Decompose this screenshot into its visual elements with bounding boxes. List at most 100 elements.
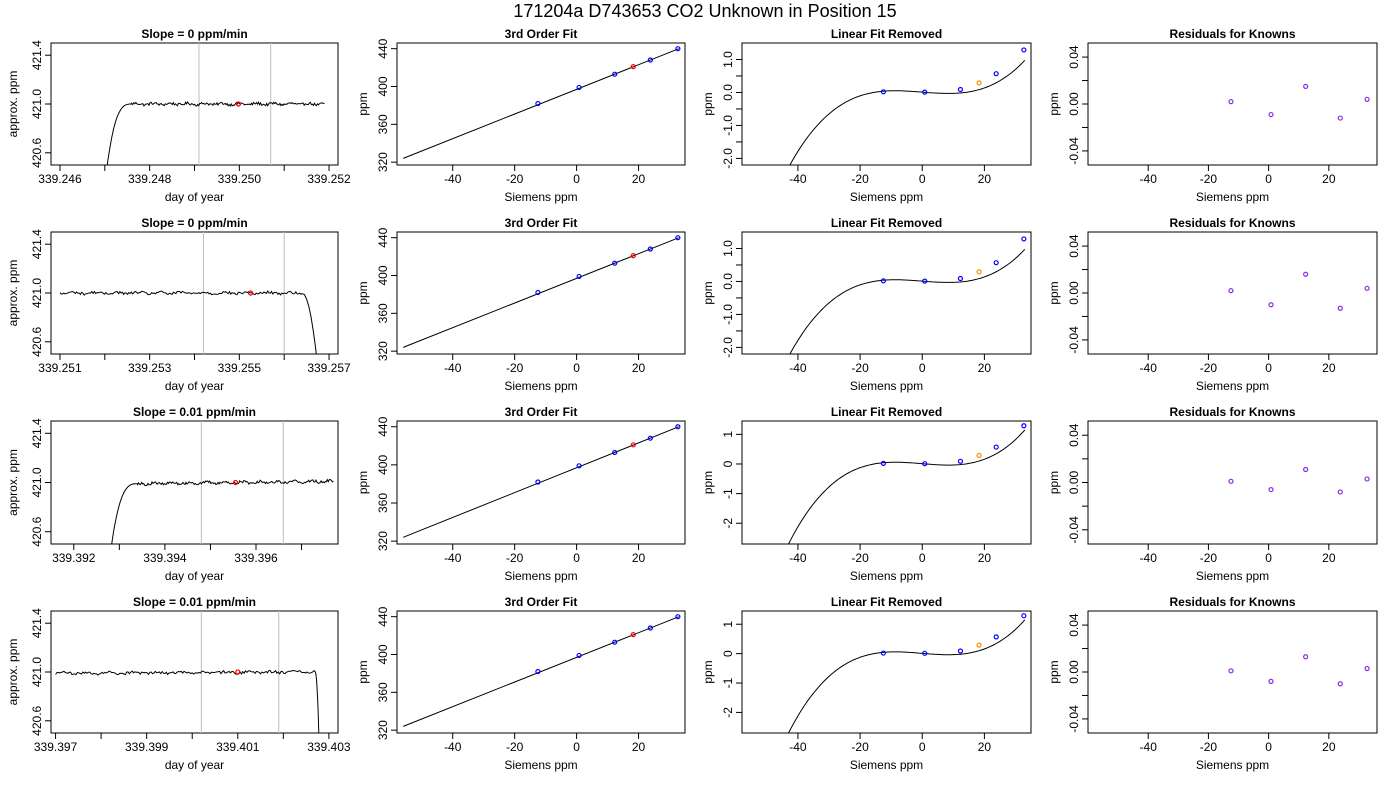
chart-r2-linear-removed: Linear Fit Removed Siemens ppm ppm -40 -20 0 2… (701, 216, 1032, 393)
chart-r4-linear-removed-plot-area (787, 613, 1027, 733)
chart-r3-fit-ytick-label: 400 (376, 455, 390, 475)
chart-r2-time-series-ytick-label: 421.4 (30, 229, 44, 259)
chart-r1-linear-removed-ytick-label: -2.0 (721, 148, 735, 169)
chart-r3-residuals-xtick-label: 20 (1322, 551, 1336, 565)
chart-r4-fit-fit-curve (403, 616, 679, 727)
chart-r4-residuals-xlabel: Siemens ppm (1196, 758, 1269, 772)
chart-r2-fit-ylabel: ppm (356, 281, 370, 304)
chart-r1-fit-xtick-label: -40 (444, 172, 462, 186)
chart-r3-linear-removed-ylabel: ppm (701, 471, 715, 494)
chart-r2-residuals-title: Residuals for Knowns (1169, 216, 1295, 230)
chart-r1-fit-xtick-label: 20 (632, 172, 646, 186)
chart-r4-time-series-xtick-label: 339.403 (307, 740, 351, 754)
chart-r2-residuals-point (1303, 271, 1309, 277)
chart-r2-linear-removed-frame (741, 231, 1032, 355)
chart-r3-linear-removed-point (922, 461, 928, 467)
chart-r2-time-series-xtick-label: 339.253 (128, 361, 172, 375)
chart-r2-linear-removed-point (957, 275, 964, 282)
chart-r3-residuals-xtick-label: -20 (1200, 551, 1218, 565)
chart-r2-time-series-ytick-label: 421.0 (30, 278, 44, 308)
chart-r4-time-series-frame (50, 610, 339, 734)
chart-r3-fit-ylabel: ppm (356, 471, 370, 494)
chart-r2-residuals-xtick-label: 0 (1265, 361, 1272, 375)
chart-r1-residuals-point (1337, 115, 1343, 121)
chart-r4-time-series-plot-area (55, 611, 320, 733)
chart-r1-residuals-ytick-label: 0.04 (1067, 45, 1081, 69)
chart-r1-linear-removed-point (993, 71, 999, 77)
chart-r2-residuals-xtick-label: -40 (1140, 361, 1158, 375)
chart-r1-residuals-ytick-label: 0.00 (1067, 92, 1081, 116)
chart-r2-residuals-point (1228, 288, 1234, 294)
chart-r3-time-series-ylabel: approx. ppm (6, 449, 20, 516)
chart-r2-residuals-ytick-label: 0.00 (1067, 281, 1081, 305)
chart-r4-fit-xlabel: Siemens ppm (504, 758, 577, 772)
chart-r3-fit-xlabel: Siemens ppm (504, 569, 577, 583)
chart-r2-fit-xtick-label: -20 (506, 361, 524, 375)
chart-r3-residuals-ylabel: ppm (1047, 471, 1061, 494)
chart-r4-time-series-xtick-label: 339.399 (125, 740, 169, 754)
chart-r3-fit-point (630, 442, 636, 448)
chart-r4-linear-removed-frame (741, 610, 1032, 734)
chart-r2-linear-removed-plot-area (789, 236, 1027, 354)
chart-r3-linear-removed-title: Linear Fit Removed (831, 405, 942, 419)
chart-r4-residuals-xtick-label: -40 (1140, 740, 1158, 754)
chart-r2-residuals-plot-area (1228, 271, 1370, 311)
chart-r1-time-series-plot-area (106, 43, 325, 165)
chart-r1-time-series-xtick-label: 339.246 (38, 172, 82, 186)
chart-r4-fit-xtick-label: -40 (444, 740, 462, 754)
chart-r1-residuals-xtick-label: -40 (1140, 172, 1158, 186)
chart-r3-linear-removed-xtick-label: -20 (851, 551, 869, 565)
chart-r2-linear-removed-title: Linear Fit Removed (831, 216, 942, 230)
chart-r2-fit-point (576, 273, 582, 280)
chart-r1-linear-removed-point (957, 86, 964, 93)
chart-r3-fit-ytick-label: 360 (376, 493, 390, 513)
chart-r3-linear-removed-ytick-label: 0 (721, 460, 735, 467)
chart-r3-time-series-xtick-label: 339.394 (143, 551, 187, 565)
chart-r4-time-series-ytick-label: 421.0 (30, 657, 44, 687)
chart-r3-residuals-point (1303, 466, 1309, 473)
chart-r3-linear-removed-xtick-label: 20 (978, 551, 992, 565)
chart-r1-residuals-plot-area (1228, 83, 1370, 121)
chart-r2-fit-ytick-label: 440 (376, 227, 390, 247)
chart-r1-linear-removed-plot-area (789, 47, 1027, 165)
chart-r4-time-series-trace (55, 669, 320, 733)
chart-r4-time-series: Slope = 0.01 ppm/min day of year approx. p… (6, 595, 351, 772)
page-title: 171204a D743653 CO2 Unknown in Position … (513, 1, 897, 21)
chart-r3-residuals-point (1268, 486, 1274, 493)
chart-r4-fit-ytick-label: 320 (376, 720, 390, 740)
chart-r1-linear-removed-fit-curve (789, 59, 1026, 165)
chart-r1-linear-removed: Linear Fit Removed Siemens ppm ppm -40 -20 0 2… (701, 27, 1032, 204)
chart-r2-linear-removed-point (976, 269, 982, 275)
chart-r1-fit-ytick-label: 400 (376, 76, 390, 96)
chart-r4-linear-removed-point (922, 650, 928, 656)
chart-r4-residuals-point (1228, 668, 1234, 674)
chart-r3-time-series-ytick-label: 421.4 (30, 418, 44, 448)
chart-r3-time-series-ytick-label: 420.6 (30, 516, 44, 546)
chart-r4-linear-removed-xtick-label: -40 (789, 740, 807, 754)
chart-r3-fit-fit-curve (403, 426, 679, 538)
chart-r1-linear-removed-xlabel: Siemens ppm (850, 190, 923, 204)
chart-r3-residuals-ytick-label: -0.04 (1067, 516, 1081, 544)
chart-r2-residuals-xtick-label: 20 (1322, 361, 1336, 375)
chart-r4-residuals-ytick-label: -0.04 (1067, 705, 1081, 733)
chart-r4-fit-ytick-label: 400 (376, 644, 390, 664)
chart-r2-fit-point (630, 253, 636, 259)
chart-r1-residuals-title: Residuals for Knowns (1169, 27, 1295, 41)
chart-r2-fit-xtick-label: -40 (444, 361, 462, 375)
chart-r4-linear-removed-fit-curve (787, 619, 1026, 733)
chart-r1-time-series-ytick-label: 421.0 (30, 89, 44, 119)
chart-r4-fit-ytick-label: 440 (376, 606, 390, 626)
chart-r1-fit-plot-area (403, 46, 681, 159)
chart-r4-linear-removed-point (880, 650, 886, 656)
chart-r3-fit-point (535, 479, 541, 485)
chart-r1-fit-title: 3rd Order Fit (505, 27, 578, 41)
chart-r4-linear-removed-point (976, 642, 982, 648)
chart-r1-fit-ylabel: ppm (356, 92, 370, 115)
chart-r1-linear-removed-xtick-label: -20 (851, 172, 869, 186)
chart-r3-residuals-xlabel: Siemens ppm (1196, 569, 1269, 583)
chart-r2-linear-removed-point (880, 278, 886, 284)
chart-r2-linear-removed-point (1021, 236, 1027, 242)
chart-r3-linear-removed-point (976, 452, 982, 458)
chart-r3-time-series-title: Slope = 0.01 ppm/min (133, 405, 256, 419)
